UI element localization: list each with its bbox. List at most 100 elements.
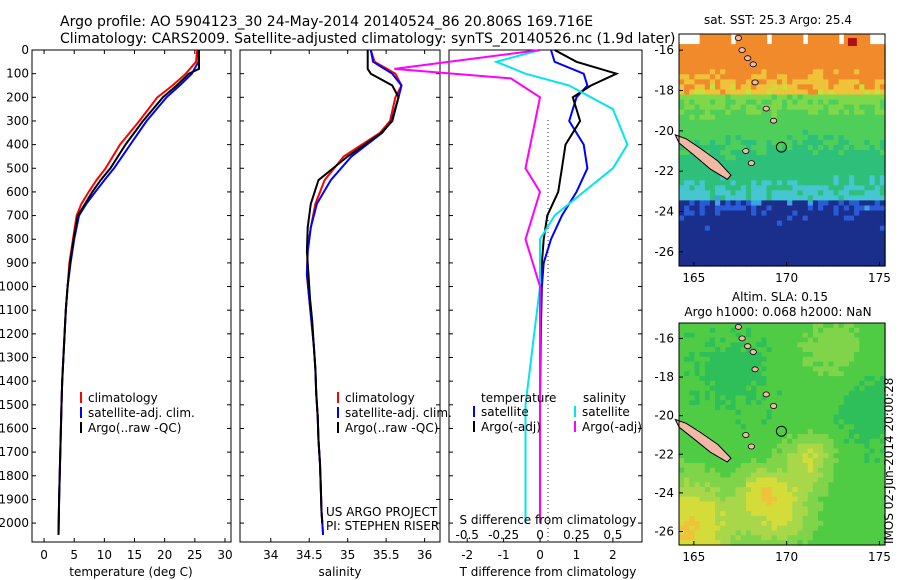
map-cell xyxy=(869,380,876,387)
map-cell xyxy=(689,535,696,541)
map-cell xyxy=(797,516,804,522)
map-cell xyxy=(699,501,706,507)
map-cell xyxy=(766,409,773,416)
map-cell xyxy=(715,245,721,252)
map-cell xyxy=(802,376,809,382)
map-cell xyxy=(802,390,809,396)
map-cell xyxy=(843,352,850,358)
map-cell xyxy=(807,448,814,454)
map-cell xyxy=(797,501,804,507)
map-cell xyxy=(735,165,742,171)
map-cell xyxy=(879,540,886,546)
map-cell xyxy=(838,487,845,493)
map-cell xyxy=(869,255,876,262)
map-cell xyxy=(771,434,778,440)
map-cell xyxy=(761,361,768,367)
map-cell xyxy=(766,434,773,440)
map-cell xyxy=(689,225,696,232)
map-cell xyxy=(859,472,866,478)
map-cell xyxy=(843,255,850,262)
map-cell xyxy=(874,210,881,217)
map-cell xyxy=(776,155,783,161)
map-cell xyxy=(854,414,860,421)
map-cell xyxy=(771,150,778,156)
map-cell xyxy=(751,255,757,262)
map-cell xyxy=(776,472,783,478)
map-cell xyxy=(833,99,840,106)
map-cell xyxy=(869,506,876,512)
map-cell xyxy=(797,400,804,406)
map-cell xyxy=(874,463,881,469)
map-cell xyxy=(771,424,778,430)
map-cell xyxy=(735,337,742,343)
map-cell xyxy=(735,491,742,498)
map-cell xyxy=(735,530,742,536)
map-cell xyxy=(864,356,871,363)
map-cell xyxy=(679,337,685,343)
map-cell xyxy=(725,487,732,493)
map-cell xyxy=(751,438,757,445)
map-cell xyxy=(699,175,706,181)
map-cell xyxy=(699,195,706,201)
map-cell xyxy=(740,371,747,377)
map-cell xyxy=(782,215,788,222)
map-cell xyxy=(776,434,783,440)
map-cell xyxy=(864,424,871,430)
map-cell xyxy=(812,332,819,339)
map-cell xyxy=(818,99,824,106)
map-cell xyxy=(766,210,773,217)
map-cell xyxy=(874,44,881,50)
difference-legend: temperature salinitysatelliteArgo(-adj)sa… xyxy=(473,391,642,434)
map-cell xyxy=(854,245,860,252)
map-cell xyxy=(751,453,757,459)
map-cell xyxy=(792,337,799,343)
map-cell xyxy=(787,74,793,80)
map-cell xyxy=(704,424,711,430)
map-cell xyxy=(720,139,726,146)
map-cell xyxy=(869,185,876,191)
map-cell xyxy=(776,414,783,421)
map-cell xyxy=(746,39,752,45)
map-cell xyxy=(792,54,799,60)
map-cell xyxy=(761,190,768,196)
map-cell xyxy=(828,540,835,546)
map-cell xyxy=(715,520,721,527)
map-cell xyxy=(730,89,737,96)
map-cell xyxy=(818,79,824,85)
map-cell xyxy=(715,323,721,329)
map-cell xyxy=(838,409,845,416)
map-cell xyxy=(812,487,819,493)
map-cell xyxy=(761,525,768,532)
map-cell xyxy=(859,414,866,421)
map-cell xyxy=(859,185,866,191)
map-cell xyxy=(854,155,860,161)
map-cell xyxy=(874,59,881,65)
map-cell xyxy=(802,200,809,206)
map-cell xyxy=(879,409,886,416)
map-cell xyxy=(766,496,773,503)
map-cell xyxy=(751,395,757,401)
map-cell xyxy=(843,380,850,387)
map-cell xyxy=(709,200,716,206)
map-cell xyxy=(869,342,876,348)
map-cell xyxy=(761,530,768,536)
map-cell xyxy=(828,327,835,334)
map-cell xyxy=(859,44,866,50)
map-cell xyxy=(828,119,835,126)
map-cell xyxy=(730,342,737,348)
map-cell xyxy=(823,525,829,532)
map-cell xyxy=(812,255,819,262)
map-cell xyxy=(879,109,886,116)
map-cell xyxy=(849,69,855,75)
map-cell xyxy=(766,458,773,464)
map-cell xyxy=(874,74,881,80)
map-cell xyxy=(715,376,721,382)
map-cell xyxy=(715,69,721,75)
map-cell xyxy=(854,165,860,171)
map-cell xyxy=(715,463,721,469)
map-cell xyxy=(874,467,881,474)
map-cell xyxy=(818,525,824,532)
map-cell xyxy=(715,225,721,232)
map-cell xyxy=(812,34,819,40)
map-cell xyxy=(812,405,819,411)
